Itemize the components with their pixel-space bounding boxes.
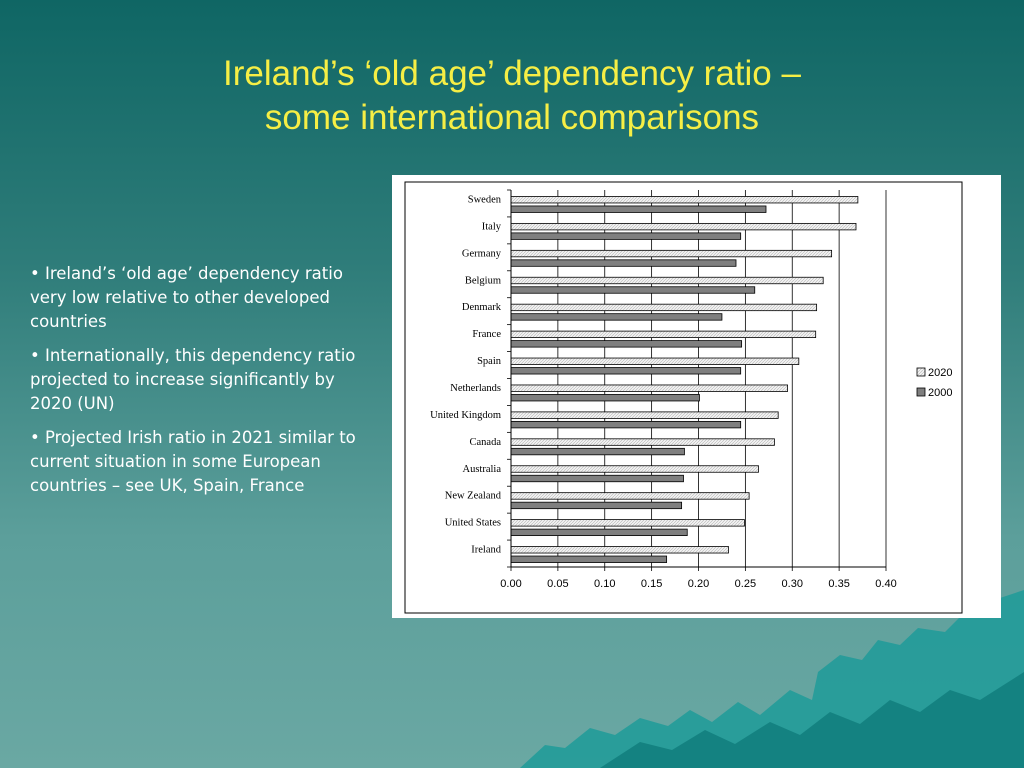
category-label: Ireland [471, 545, 501, 556]
axes: 0.00 0.05 0.10 0.15 0.20 0.25 0.30 0.35 0.40 Swed… [430, 189, 897, 590]
bar-2020 [510, 492, 750, 500]
category-label: Canada [470, 437, 502, 448]
bar-2020 [510, 222, 857, 231]
category-label: United States [445, 518, 501, 529]
bar-2000 [510, 447, 685, 456]
category-label: New Zealand [445, 491, 502, 502]
bullet-item: • Internationally, this dependency ratio… [30, 346, 356, 413]
bar-2000 [510, 420, 742, 429]
legend: 2020 2000 [916, 367, 952, 399]
title-line-2: some international comparisons [264, 98, 760, 137]
bar-2020 [510, 411, 779, 419]
bar-2020 [510, 303, 818, 312]
bar-2000 [510, 528, 688, 537]
category-label: Netherlands [450, 383, 501, 394]
category-label: Spain [477, 356, 502, 367]
category-label: France [472, 329, 501, 340]
x-tick-label: 0.40 [875, 578, 896, 590]
category-label: Italy [482, 221, 502, 232]
bar-2000 [510, 367, 742, 375]
bar-2000 [510, 205, 767, 213]
legend-label-2020: 2020 [928, 367, 952, 379]
x-tick-label: 0.05 [547, 578, 568, 590]
bar-2020 [510, 384, 788, 392]
x-tick-label: 0.30 [782, 578, 803, 590]
bullet-item: • Projected Irish ratio in 2021 similar … [30, 428, 356, 495]
chart-panel: 0.00 0.05 0.10 0.15 0.20 0.25 0.30 0.35 0.40 Swed… [392, 175, 1001, 618]
bar-2000 [510, 394, 700, 402]
bars [510, 196, 859, 563]
bar-2000 [510, 474, 684, 483]
bar-2020 [510, 546, 729, 554]
bar-2020 [510, 519, 745, 527]
category-label: Sweden [468, 194, 502, 205]
x-tick-label: 0.10 [594, 578, 615, 590]
legend-swatch-2000 [916, 387, 926, 397]
bar-2000 [510, 340, 743, 348]
title-line-1: Ireland’s ‘old age’ dependency ratio – [223, 54, 801, 93]
category-label: Belgium [465, 275, 501, 286]
category-label: Germany [462, 248, 502, 259]
x-tick-label: 0.00 [500, 578, 521, 590]
bar-2020 [510, 438, 775, 446]
bar-2000 [510, 501, 683, 510]
bar-2000 [510, 313, 723, 321]
bar-2000 [510, 286, 756, 294]
x-tick-label: 0.20 [688, 578, 709, 590]
bar-2020 [510, 249, 833, 258]
bar-2020 [510, 276, 824, 285]
slide-title: Ireland’s ‘old age’ dependency ratio – s… [80, 52, 944, 140]
x-tick-label: 0.25 [735, 578, 756, 590]
bullet-item: • Ireland’s ‘old age’ dependency ratio v… [30, 264, 343, 331]
bar-2000 [510, 259, 737, 267]
x-tick-label: 0.35 [828, 578, 849, 590]
legend-label-2000: 2000 [928, 387, 952, 399]
bar-2000 [510, 555, 668, 563]
dependency-ratio-chart: 0.00 0.05 0.10 0.15 0.20 0.25 0.30 0.35 0.40 Swed… [404, 181, 963, 614]
bar-2020 [510, 357, 800, 365]
bar-2020 [510, 196, 859, 204]
bar-2020 [510, 465, 759, 473]
legend-swatch-2020 [916, 367, 926, 377]
category-label: United Kingdom [430, 410, 501, 421]
bar-2000 [510, 232, 742, 240]
bar-2020 [510, 330, 817, 339]
category-label: Australia [463, 464, 502, 475]
bullet-list: • Ireland’s ‘old age’ dependency ratio v… [30, 262, 360, 508]
category-label: Denmark [462, 302, 502, 313]
x-tick-label: 0.15 [641, 578, 662, 590]
